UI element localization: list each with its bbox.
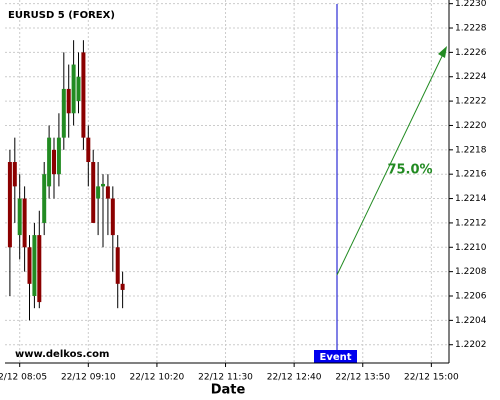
candle-body	[22, 198, 27, 248]
annotation: 75.0%	[387, 163, 432, 178]
y-tick-label: 1.2210	[455, 243, 487, 253]
candle-body	[76, 76, 81, 102]
chart-title: EURUSD 5 (FOREX)	[8, 10, 115, 21]
x-axis-label: Date	[211, 383, 246, 398]
y-tick-label: 1.2224	[455, 72, 487, 82]
candle-body	[17, 198, 22, 236]
candle-body	[86, 137, 91, 163]
candle-body	[7, 162, 12, 248]
candle-body	[81, 52, 86, 138]
y-tick-label: 1.2230	[455, 0, 487, 9]
candle-body	[101, 183, 106, 187]
y-tick-label: 1.2202	[455, 340, 487, 350]
candle-body	[91, 162, 96, 223]
y-tick-label: 1.2204	[455, 316, 487, 326]
x-tick-label: 22/12 08:05	[0, 373, 47, 383]
y-tick-label: 1.2220	[455, 121, 487, 131]
candle-body	[32, 235, 37, 297]
candle-body	[12, 162, 17, 187]
event-box	[314, 350, 357, 363]
x-tick-label: 22/12 10:20	[130, 373, 185, 383]
arrow-head	[438, 46, 447, 58]
candle-body	[66, 88, 71, 114]
forecast-arrow	[336, 49, 446, 276]
candle-body	[110, 198, 115, 236]
x-tick-label: 22/12 12:40	[267, 373, 322, 383]
x-tick-label: 22/12 13:50	[335, 373, 390, 383]
y-tick-label: 1.2216	[455, 170, 487, 180]
candle-body	[115, 247, 120, 284]
x-tick-label: 22/12 09:10	[61, 373, 116, 383]
event-label: Event	[319, 352, 351, 363]
x-tick-label: 22/12 11:30	[198, 373, 253, 383]
candle-body	[96, 186, 101, 199]
y-tick-label: 1.2226	[455, 48, 487, 58]
candle-body	[27, 247, 32, 284]
candle-body	[120, 283, 125, 290]
candle-body	[42, 174, 47, 223]
y-tick-label: 1.2212	[455, 218, 487, 228]
y-tick-label: 1.2214	[455, 194, 487, 204]
candle-body	[37, 235, 42, 303]
candle-body	[56, 137, 61, 175]
y-tick-label: 1.2218	[455, 145, 487, 155]
candle-body	[71, 64, 76, 114]
watermark: www.delkos.com	[15, 349, 109, 360]
candle-body	[47, 137, 52, 187]
y-tick-label: 1.2222	[455, 97, 487, 107]
x-tick-label: 22/12 15:00	[404, 373, 459, 383]
y-tick-label: 1.2228	[455, 24, 487, 34]
y-tick-label: 1.2206	[455, 292, 487, 302]
candle-body	[61, 88, 66, 138]
y-tick-label: 1.2208	[455, 267, 487, 277]
candle-body	[52, 149, 57, 175]
candle-body	[105, 186, 110, 199]
